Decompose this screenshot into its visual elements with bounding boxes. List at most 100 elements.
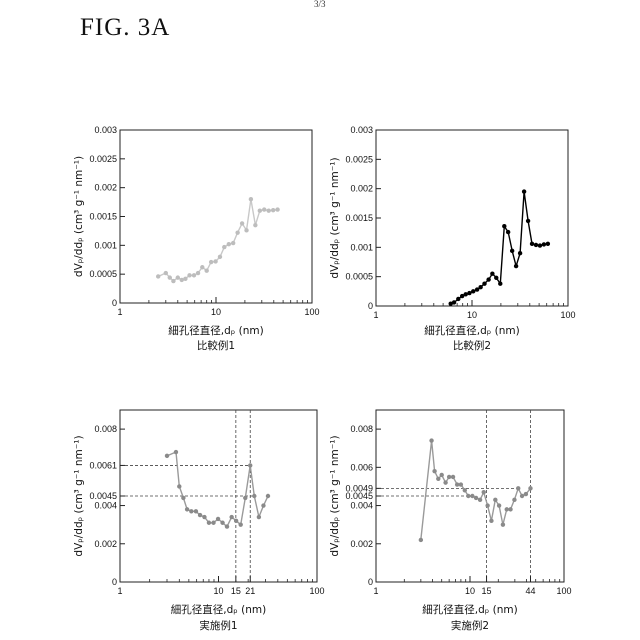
data-point xyxy=(502,224,506,228)
data-point xyxy=(474,496,478,500)
y-tick-label: 0.006 xyxy=(350,462,373,472)
chart-caption: 比較例2 xyxy=(453,339,491,352)
y-axis-label: dVₚ/ddₚ (cm³ g⁻¹ nm⁻¹) xyxy=(329,157,341,278)
y-tick-label: 0 xyxy=(368,301,373,311)
data-point xyxy=(526,219,530,223)
y-tick-label: 0.0015 xyxy=(345,213,373,223)
data-point xyxy=(229,515,233,519)
data-point xyxy=(218,255,222,259)
chart-caption: 実施例1 xyxy=(199,619,237,632)
data-point xyxy=(512,498,516,502)
data-point xyxy=(181,496,185,500)
y-tick-label: 0.0015 xyxy=(89,212,117,222)
x-tick-label: 1 xyxy=(373,586,378,596)
y-tick-label: 0.002 xyxy=(94,183,117,193)
data-point xyxy=(211,521,215,525)
data-point xyxy=(546,242,550,246)
data-point xyxy=(258,209,262,213)
data-point xyxy=(497,503,501,507)
x-axis-label: 細孔径直径,dₚ (nm) xyxy=(424,324,519,337)
data-point xyxy=(451,475,455,479)
data-point xyxy=(489,519,493,523)
x-axis-label: 細孔径直径,dₚ (nm) xyxy=(422,603,517,616)
x-axis-label: 細孔径直径,dₚ (nm) xyxy=(168,324,263,337)
data-point xyxy=(213,259,217,263)
series-line xyxy=(421,441,531,540)
y-tick-label: 0.008 xyxy=(350,424,373,434)
y-axis-label: dVₚ/ddₚ (cm³ g⁻¹ nm⁻¹) xyxy=(329,435,341,556)
y-tick-label: 0.0025 xyxy=(89,154,117,164)
data-point xyxy=(261,503,265,507)
data-point xyxy=(176,275,180,279)
data-point xyxy=(530,242,534,246)
data-point xyxy=(447,475,451,479)
data-point xyxy=(516,486,520,490)
data-point xyxy=(482,490,486,494)
data-point xyxy=(248,463,252,467)
data-point xyxy=(252,494,256,498)
data-point xyxy=(235,230,239,234)
data-point xyxy=(440,473,444,477)
y-tick-label: 0.0005 xyxy=(345,272,373,282)
data-point xyxy=(486,277,490,281)
y-tick-label: 0.001 xyxy=(350,242,373,252)
x-tick-label: 100 xyxy=(560,310,575,320)
x-tick-label: 1 xyxy=(117,586,122,596)
data-point xyxy=(238,522,242,526)
data-point xyxy=(538,243,542,247)
chart-panel-4: 110154410000.0020.0040.00450.00490.0060.… xyxy=(329,410,572,632)
data-point xyxy=(200,265,204,269)
data-point xyxy=(478,498,482,502)
data-point xyxy=(187,273,191,277)
data-point xyxy=(202,515,206,519)
y-tick-label: 0.002 xyxy=(350,539,373,549)
data-point xyxy=(257,515,261,519)
data-point xyxy=(419,538,423,542)
data-point xyxy=(196,271,200,275)
data-point xyxy=(185,507,189,511)
series-line xyxy=(167,452,268,527)
data-point xyxy=(482,282,486,286)
plot-frame xyxy=(120,130,312,303)
y-tick-label: 0.0005 xyxy=(89,269,117,279)
y-tick-label: 0.008 xyxy=(94,424,117,434)
data-point xyxy=(253,223,257,227)
y-tick-label: 0.002 xyxy=(350,184,373,194)
x-tick-label: 100 xyxy=(304,307,319,317)
y-tick-label: 0 xyxy=(368,577,373,587)
data-point xyxy=(189,509,193,513)
data-point xyxy=(436,477,440,481)
data-point xyxy=(156,274,160,278)
data-point xyxy=(266,494,270,498)
data-point xyxy=(207,521,211,525)
data-point xyxy=(508,507,512,511)
y-tick-label: 0.0061 xyxy=(89,460,117,470)
data-point xyxy=(243,496,247,500)
data-point xyxy=(505,507,509,511)
data-point xyxy=(227,242,231,246)
data-point xyxy=(231,241,235,245)
data-point xyxy=(459,482,463,486)
data-point xyxy=(220,521,224,525)
data-point xyxy=(240,221,244,225)
x-tick-label: 44 xyxy=(525,586,535,596)
chart-panel-3: 110152110000.0020.0040.00450.00610.008細孔… xyxy=(73,410,325,632)
y-tick-label: 0.0045 xyxy=(89,491,117,501)
data-point xyxy=(204,269,208,273)
plot-frame xyxy=(120,410,317,582)
x-tick-label: 100 xyxy=(309,586,324,596)
data-point xyxy=(524,492,528,496)
data-point xyxy=(183,277,187,281)
chart-panel-1: 11010000.00050.0010.00150.0020.00250.003… xyxy=(73,125,320,352)
data-point xyxy=(209,260,213,264)
x-tick-label: 100 xyxy=(556,586,571,596)
y-tick-label: 0.004 xyxy=(94,501,117,511)
data-point xyxy=(198,513,202,517)
data-point xyxy=(192,273,196,277)
y-tick-label: 0.003 xyxy=(350,125,373,135)
x-tick-label: 15 xyxy=(231,586,241,596)
x-axis-label: 細孔径直径,dₚ (nm) xyxy=(171,603,266,616)
y-tick-label: 0.002 xyxy=(94,539,117,549)
y-tick-label: 0 xyxy=(112,298,117,308)
